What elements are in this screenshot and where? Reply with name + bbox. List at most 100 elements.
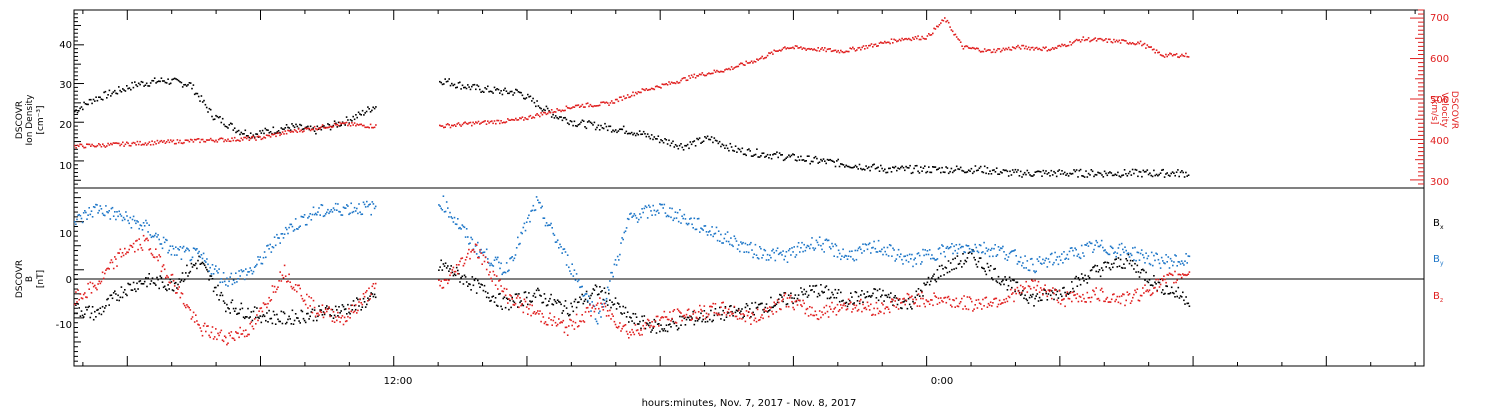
velocity-point xyxy=(260,138,263,141)
bx-point xyxy=(259,315,261,317)
density-point xyxy=(520,91,522,94)
velocity-point xyxy=(237,139,240,142)
bx-point xyxy=(156,276,158,279)
bx-point xyxy=(949,262,952,264)
density-point xyxy=(840,163,842,165)
by-point xyxy=(364,206,367,208)
density-point xyxy=(1181,170,1183,172)
bx-point xyxy=(187,275,189,277)
bx-point xyxy=(649,322,651,324)
bx-point xyxy=(820,284,822,286)
density-point xyxy=(447,80,449,83)
density-point xyxy=(1077,176,1079,178)
velocity-point xyxy=(777,50,779,52)
by-point xyxy=(527,217,529,219)
density-point xyxy=(917,170,919,173)
velocity-point xyxy=(650,87,653,90)
bz-point xyxy=(804,312,807,315)
velocity-point xyxy=(570,107,573,109)
density-point xyxy=(371,109,373,112)
velocity-point xyxy=(776,50,778,52)
bx-point xyxy=(632,312,634,315)
bx-point xyxy=(1165,285,1167,287)
bx-point xyxy=(373,293,376,296)
velocity-point xyxy=(768,52,770,54)
bx-point xyxy=(346,313,348,315)
bx-point xyxy=(1185,296,1187,298)
velocity-point xyxy=(261,137,264,140)
by-point xyxy=(487,258,489,260)
bx-point xyxy=(283,312,286,315)
density-point xyxy=(825,162,827,165)
velocity-point xyxy=(128,144,131,147)
velocity-point xyxy=(169,139,172,141)
by-point xyxy=(992,255,994,258)
density-point xyxy=(159,80,161,83)
velocity-point xyxy=(499,122,501,125)
by-point xyxy=(284,226,287,229)
velocity-point xyxy=(798,47,801,49)
bx-point xyxy=(555,302,558,304)
density-point xyxy=(593,121,596,124)
bx-point xyxy=(712,319,714,322)
bx-point xyxy=(1018,291,1021,294)
density-point xyxy=(501,93,504,96)
by-point xyxy=(687,222,690,225)
by-point xyxy=(1053,261,1055,264)
velocity-point xyxy=(160,139,163,142)
bx-point xyxy=(727,311,730,314)
density-point xyxy=(762,152,765,154)
bz-point xyxy=(490,277,492,280)
bz-point xyxy=(84,292,86,294)
bz-point xyxy=(751,312,753,314)
density-point xyxy=(1110,172,1113,174)
velocity-point xyxy=(605,101,608,104)
velocity-point xyxy=(805,49,807,51)
bz-point xyxy=(106,267,108,270)
by-point xyxy=(925,253,928,256)
by-point xyxy=(464,236,467,238)
velocity-point xyxy=(921,35,923,38)
bz-point xyxy=(800,304,802,306)
by-point xyxy=(676,211,679,214)
by-point xyxy=(1149,263,1152,266)
bx-point xyxy=(998,282,1001,285)
velocity-point xyxy=(1117,40,1119,43)
by-point xyxy=(944,255,946,258)
velocity-point xyxy=(1133,43,1135,45)
density-point xyxy=(445,80,448,83)
bx-point xyxy=(911,308,913,310)
by-point xyxy=(903,255,905,258)
by-point xyxy=(720,233,722,236)
bx-point xyxy=(692,310,694,313)
bz-point xyxy=(984,297,986,299)
density-point xyxy=(961,169,963,172)
bz-point xyxy=(961,297,963,300)
by-point xyxy=(575,273,578,275)
density-point xyxy=(1002,169,1005,171)
bx-point xyxy=(192,264,195,266)
velocity-point xyxy=(296,131,299,133)
bz-point xyxy=(729,314,731,317)
density-point xyxy=(597,124,600,127)
bz-point xyxy=(346,320,348,322)
bx-point xyxy=(306,312,308,315)
bz-point xyxy=(945,301,948,304)
by-point xyxy=(107,211,109,214)
density-point xyxy=(908,167,910,169)
bz-point xyxy=(842,304,844,307)
velocity-point xyxy=(295,130,297,132)
by-point xyxy=(235,272,237,274)
bz-point xyxy=(724,307,727,309)
velocity-point xyxy=(161,141,164,143)
density-point xyxy=(724,147,726,149)
by-point xyxy=(290,223,293,226)
by-point xyxy=(1106,252,1109,254)
bz-point xyxy=(291,287,294,290)
bx-point xyxy=(293,319,296,322)
bx-point xyxy=(796,297,799,300)
by-point xyxy=(535,196,538,198)
bz-point xyxy=(373,287,376,290)
bz-point xyxy=(677,309,680,312)
bz-point xyxy=(216,338,218,341)
